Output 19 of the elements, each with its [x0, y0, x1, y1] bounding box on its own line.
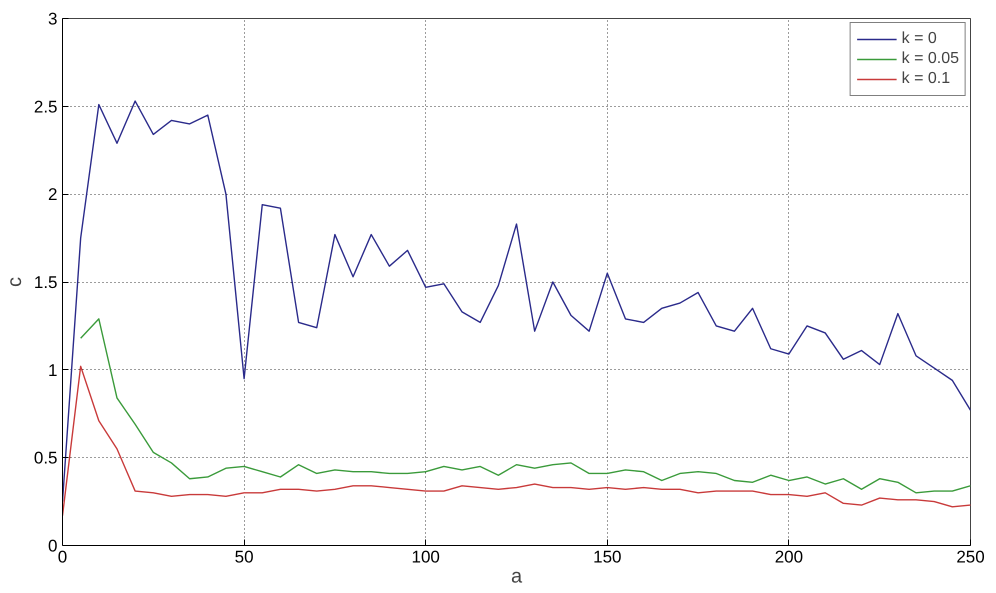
x-tick-label: 100 — [412, 548, 440, 566]
y-tick-label: 0.5 — [34, 448, 58, 468]
line-series — [62, 100, 970, 502]
x-tick-label: 150 — [593, 548, 622, 566]
y-axis-title: c — [4, 277, 26, 287]
legend-label: k = 0.1 — [902, 70, 950, 88]
y-tick-label: 1 — [48, 360, 58, 380]
x-tick-label: 50 — [234, 548, 254, 566]
line-series — [80, 318, 970, 494]
y-tick-label: 1.5 — [34, 273, 58, 292]
x-tick-label: 250 — [956, 548, 985, 566]
x-axis-title: a — [510, 566, 523, 588]
legend-label: k = 0.05 — [902, 50, 959, 68]
line-series — [62, 366, 970, 516]
y-tick-label: 3 — [48, 10, 58, 28]
x-tick-label: 200 — [774, 548, 804, 566]
y-tick-label: 2 — [48, 185, 58, 204]
legend-label: k = 0 — [902, 30, 937, 48]
y-tick-label: 2.5 — [34, 97, 58, 116]
